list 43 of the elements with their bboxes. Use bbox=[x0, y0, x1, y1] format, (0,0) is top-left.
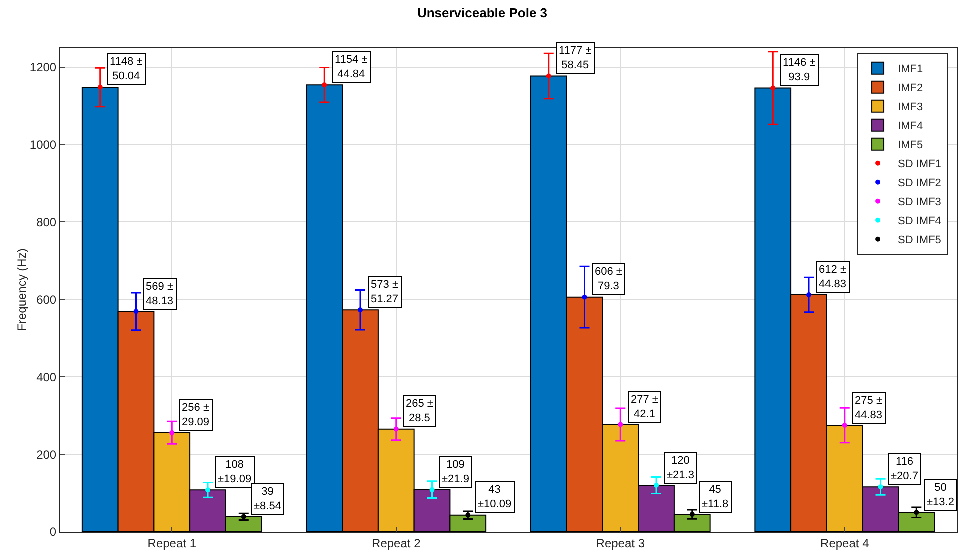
data-label: 275 ± 44.83 bbox=[855, 395, 883, 422]
y-tick-label: 1000 bbox=[30, 138, 57, 152]
legend-label: SD IMF5 bbox=[898, 234, 942, 247]
y-tick-label: 400 bbox=[36, 370, 57, 384]
data-label: 1148 ± 50.04 bbox=[110, 56, 143, 82]
data-label: 569 ± 48.13 bbox=[146, 281, 174, 308]
chart-title: Unserviceable Pole 3 bbox=[417, 5, 548, 20]
x-tick-label: Repeat 3 bbox=[596, 536, 646, 550]
y-tick-label: 1200 bbox=[30, 60, 57, 75]
data-label: 277 ± 42.1 bbox=[631, 394, 658, 420]
data-label: 1154 ± 44.84 bbox=[335, 54, 368, 80]
legend-label: SD IMF2 bbox=[898, 178, 942, 190]
y-tick-label: 0 bbox=[50, 525, 57, 540]
data-label: 612 ± 44.83 bbox=[819, 264, 847, 290]
data-label: 120 ±21.3 bbox=[667, 455, 694, 482]
data-label: 573 ± 51.27 bbox=[371, 279, 399, 306]
data-label: 43 ±10.09 bbox=[478, 484, 512, 510]
y-tick-label: 200 bbox=[36, 448, 57, 462]
data-label: 108 ±19.09 bbox=[218, 459, 252, 486]
y-axis-title: Frequency (Hz) bbox=[15, 248, 29, 332]
data-label: 45 ±11.8 bbox=[702, 484, 729, 510]
data-label: 116 ±20.7 bbox=[891, 456, 918, 482]
legend-label: IMF4 bbox=[898, 120, 924, 133]
x-tick-label: Repeat 1 bbox=[148, 536, 197, 550]
y-tick-label: 800 bbox=[36, 215, 57, 230]
x-tick-label: Repeat 2 bbox=[372, 536, 422, 550]
data-label: 1177 ± 58.45 bbox=[559, 45, 592, 72]
data-label: 39 ±8.54 bbox=[254, 486, 282, 512]
legend-label: SD IMF1 bbox=[898, 158, 942, 171]
data-label: 606 ± 79.3 bbox=[595, 266, 622, 292]
data-label: 109 ±21.9 bbox=[442, 459, 470, 486]
x-tick-label: Repeat 4 bbox=[820, 536, 870, 550]
legend-label: IMF2 bbox=[898, 82, 924, 95]
legend-label: SD IMF3 bbox=[898, 196, 942, 209]
data-label: 50 ±13.2 bbox=[927, 482, 954, 508]
legend-label: SD IMF4 bbox=[898, 216, 942, 228]
y-tick-label: 600 bbox=[36, 292, 57, 307]
data-label: 256 ± 29.09 bbox=[182, 402, 210, 428]
legend-label: IMF1 bbox=[898, 64, 924, 76]
data-label: 265 ± 28.5 bbox=[406, 398, 434, 424]
legend-label: IMF5 bbox=[898, 140, 924, 152]
legend-label: IMF3 bbox=[898, 102, 924, 114]
data-label: 1146 ± 93.9 bbox=[783, 57, 816, 84]
